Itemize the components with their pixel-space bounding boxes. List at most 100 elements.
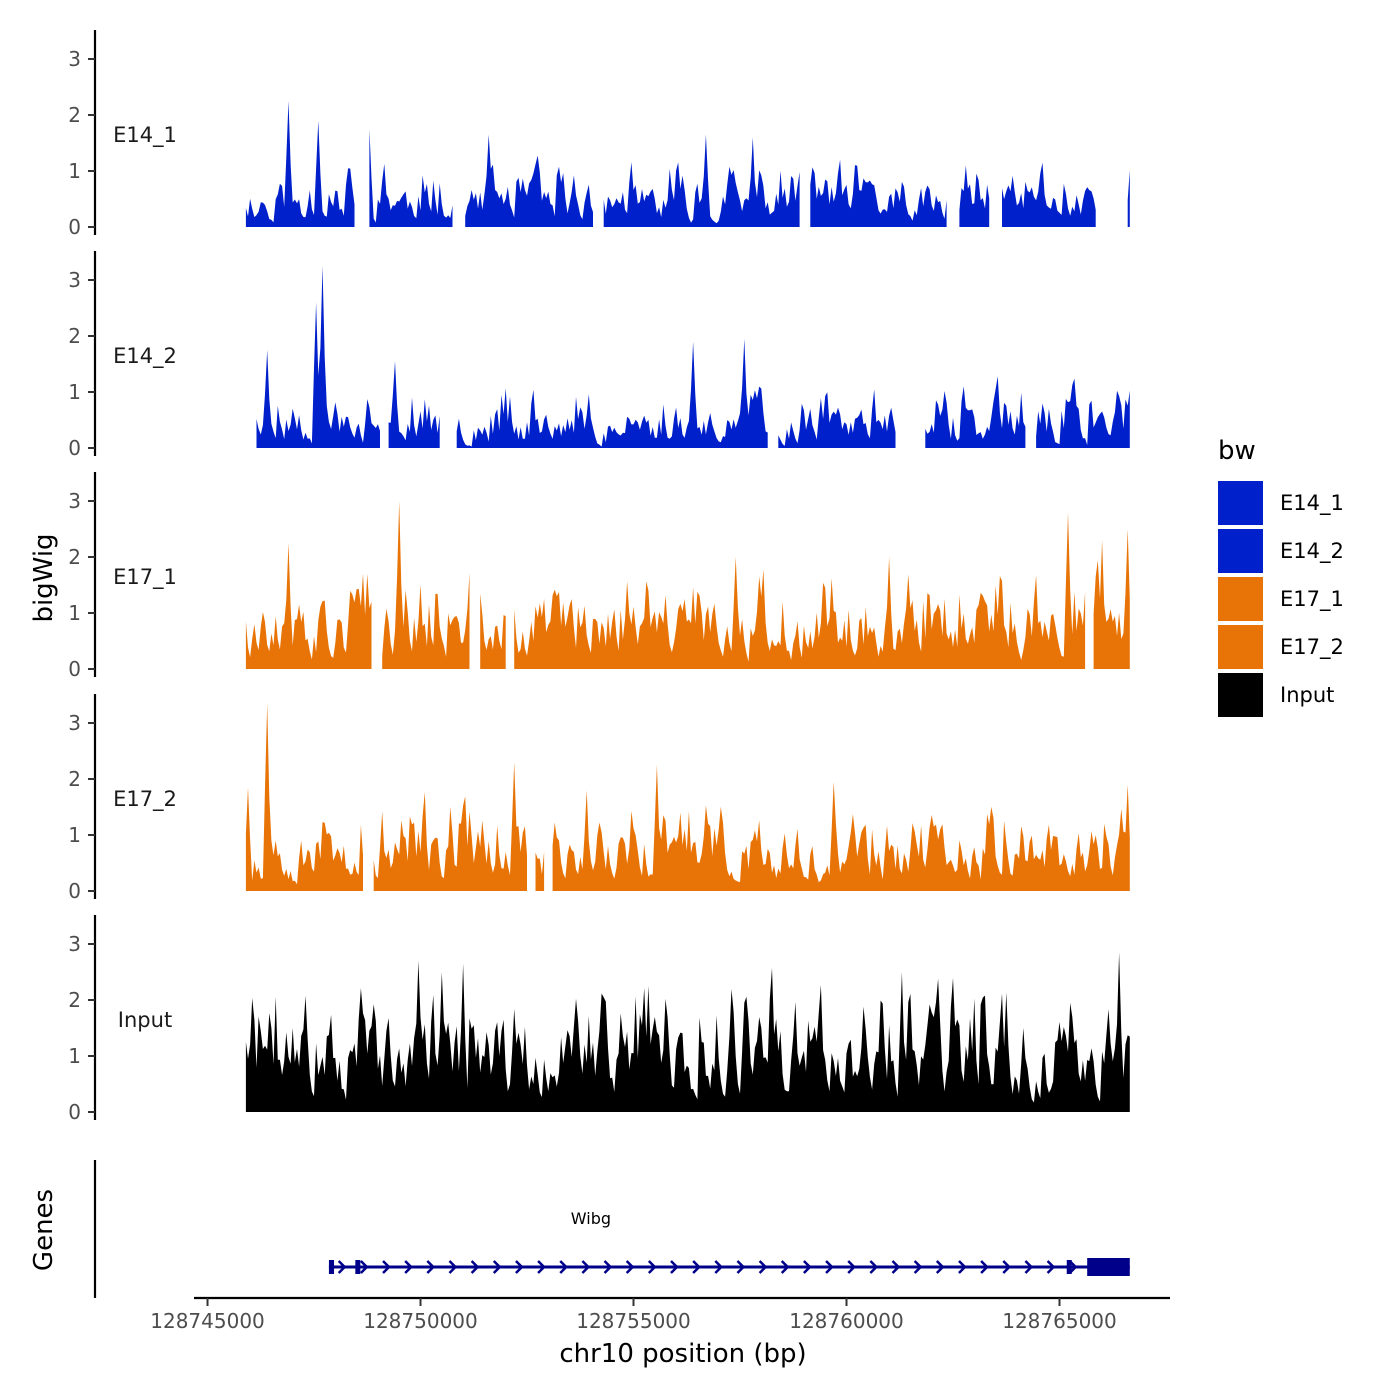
y-tick-label: 2 (68, 767, 81, 791)
legend-title: bw (1218, 436, 1256, 466)
legend-swatch-e17_1 (1218, 577, 1263, 621)
y-tick-label: 1 (68, 159, 81, 183)
signal-tracks: 0 1 2 3 E14_1 0 1 2 3 E14_2 0 1 2 3 E17_1 0 1 2 3 E17_2 0 1 2 3… (68, 30, 1130, 1124)
signal-area (480, 593, 506, 669)
strand-arrow (404, 1260, 413, 1274)
track-label: E14_2 (113, 344, 177, 369)
exon (355, 1260, 361, 1274)
strand-arrow (847, 1260, 856, 1274)
strand-arrow (825, 1260, 834, 1274)
strand-arrow (559, 1260, 568, 1274)
strand-arrow (736, 1260, 746, 1274)
signal-area (514, 512, 1086, 669)
legend-swatch-e14_1 (1218, 481, 1263, 525)
strand-arrow (670, 1260, 679, 1274)
legend-swatch-e17_2 (1218, 625, 1263, 669)
strand-arrow (492, 1260, 502, 1274)
track-input: 0 1 2 3 Input (68, 915, 1130, 1124)
strand-arrow (515, 1260, 524, 1274)
strand-arrow (603, 1260, 613, 1274)
x-tick-label: 128755000 (576, 1309, 691, 1333)
strand-arrow (581, 1260, 591, 1274)
x-axis-title: chr10 position (bp) (559, 1339, 806, 1369)
x-axis: 128745000 128750000 128755000 128760000 1287… (150, 1296, 1170, 1333)
track-label: E14_1 (113, 123, 177, 148)
strand-arrow (980, 1260, 989, 1274)
strand-arrow (758, 1260, 768, 1274)
signal-area (552, 765, 1130, 891)
y-tick-label: 0 (68, 215, 81, 239)
signal-area (810, 159, 947, 227)
legend-label: E14_1 (1280, 491, 1344, 516)
track-e14_2: 0 1 2 3 E14_2 (68, 251, 1130, 460)
y-tick-label: 1 (68, 823, 81, 847)
genes-axis-title: Genes (29, 1189, 59, 1271)
signal-area (245, 543, 372, 669)
signal-area (245, 952, 1130, 1112)
track-label: Input (118, 1008, 172, 1032)
y-tick-label: 0 (68, 436, 81, 460)
strand-arrow (958, 1260, 967, 1274)
signal-area (535, 851, 545, 891)
track-label: E17_2 (113, 787, 177, 812)
strand-arrow (803, 1260, 812, 1274)
strand-arrow (647, 1260, 657, 1274)
strand-arrow (891, 1260, 901, 1274)
y-tick-label: 1 (68, 1044, 81, 1068)
track-e17_1: 0 1 2 3 E17_1 (68, 472, 1130, 681)
signal-area (959, 165, 990, 227)
signal-area (778, 389, 896, 448)
strand-arrow (448, 1260, 458, 1274)
y-tick-label: 3 (68, 932, 81, 956)
legend-label: Input (1280, 683, 1334, 707)
track-e17_2: 0 1 2 3 E17_2 (68, 694, 1130, 903)
signal-area (388, 361, 440, 448)
signal-area (1002, 162, 1096, 227)
y-tick-label: 3 (68, 47, 81, 71)
signal-area (1036, 378, 1130, 448)
legend-label: E14_2 (1280, 539, 1344, 564)
signal-area (1127, 170, 1130, 227)
x-tick-label: 128765000 (1002, 1309, 1117, 1333)
exon (328, 1260, 335, 1274)
legend-swatch-e14_2 (1218, 529, 1263, 573)
strand-arrow (625, 1260, 635, 1274)
y-axis-title: bigWig (29, 533, 59, 622)
track-e14_1: 0 1 2 3 E14_1 (68, 30, 1130, 239)
y-tick-label: 0 (68, 657, 81, 681)
y-tick-label: 2 (68, 545, 81, 569)
exon (1066, 1260, 1072, 1274)
signal-area (256, 266, 380, 448)
strand-arrow (382, 1260, 391, 1274)
y-tick-label: 3 (68, 711, 81, 735)
signal-area (1093, 529, 1130, 669)
signal-area (456, 338, 768, 448)
y-tick-label: 0 (68, 1100, 81, 1124)
strand-arrow (780, 1260, 790, 1274)
strand-arrow (1024, 1260, 1034, 1274)
legend-swatch-input (1218, 673, 1263, 717)
y-tick-label: 1 (68, 601, 81, 625)
signal-area (245, 101, 355, 227)
y-tick-label: 3 (68, 268, 81, 292)
legend-label: E17_1 (1280, 587, 1344, 612)
gene-track: Wibg (93, 1160, 1130, 1298)
exon (1087, 1258, 1130, 1276)
signal-area (373, 762, 527, 891)
strand-arrow (337, 1260, 347, 1274)
y-tick-label: 2 (68, 103, 81, 127)
strand-arrow (426, 1260, 436, 1274)
signal-area (382, 501, 470, 669)
y-tick-label: 2 (68, 988, 81, 1012)
y-tick-label: 0 (68, 879, 81, 903)
x-tick-label: 128750000 (363, 1309, 478, 1333)
strand-arrow (1046, 1260, 1056, 1274)
signal-area (369, 129, 453, 227)
strand-arrow (869, 1260, 879, 1274)
x-tick-label: 128745000 (150, 1309, 265, 1333)
signal-area (925, 376, 1026, 448)
strand-arrow (714, 1260, 724, 1274)
strand-arrow (537, 1260, 546, 1274)
signal-area (245, 703, 363, 891)
